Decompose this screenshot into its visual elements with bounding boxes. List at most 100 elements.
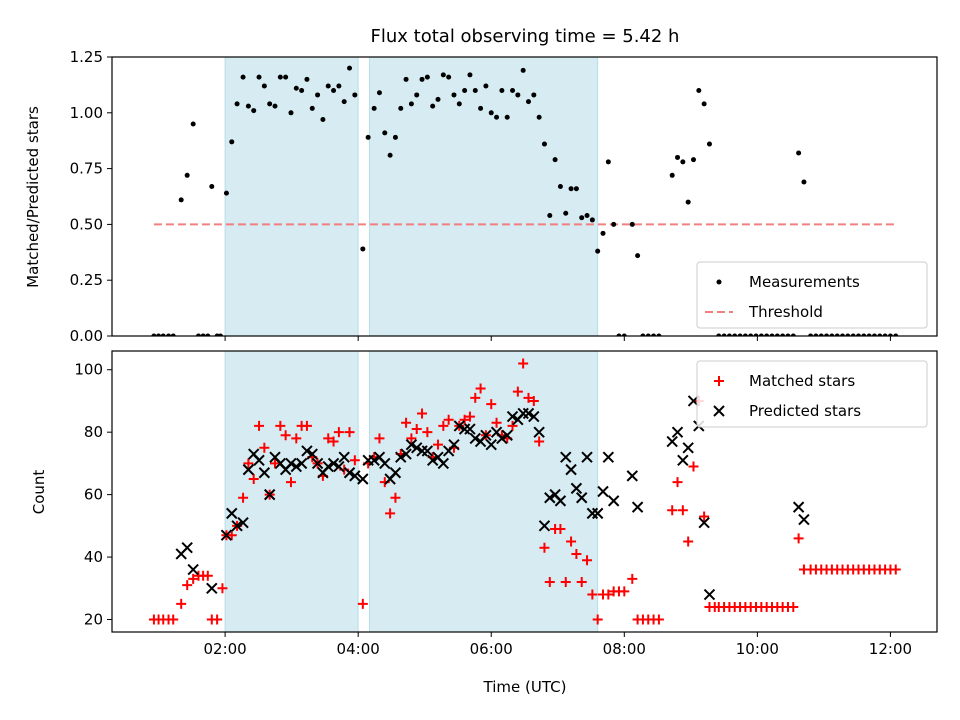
data-point xyxy=(245,103,251,109)
data-point xyxy=(365,134,371,140)
data-point xyxy=(311,457,324,470)
data-point xyxy=(433,439,444,450)
legend-marker xyxy=(713,405,725,417)
data-point xyxy=(796,150,802,156)
data-point xyxy=(223,190,229,196)
data-point xyxy=(566,536,577,547)
data-point xyxy=(680,159,686,165)
data-point xyxy=(456,101,462,107)
data-point xyxy=(374,433,385,444)
data-point xyxy=(793,533,804,544)
data-point xyxy=(202,570,213,581)
data-point xyxy=(243,458,254,469)
observing-interval-2 xyxy=(368,57,599,336)
data-point xyxy=(464,411,475,422)
data-point xyxy=(677,454,689,466)
legend-label: Threshold xyxy=(748,303,823,321)
x-tick-label: 08:00 xyxy=(603,640,646,658)
data-point xyxy=(635,253,641,259)
data-point xyxy=(387,152,393,158)
data-point xyxy=(579,215,585,221)
data-point xyxy=(272,103,278,109)
data-point xyxy=(352,92,358,98)
legend-box xyxy=(696,261,928,329)
data-point xyxy=(592,614,603,625)
legend-label: Predicted stars xyxy=(749,402,861,420)
y-tick-label: 1.00 xyxy=(70,104,103,122)
data-point xyxy=(237,517,249,529)
data-point xyxy=(798,513,810,526)
data-point xyxy=(834,333,840,336)
top-axes-ratio: 0.00 0.25 0.50 0.75 1.00 1.25 Measurements Thre… xyxy=(70,48,938,345)
data-point xyxy=(195,333,201,336)
data-point xyxy=(653,614,664,625)
data-point xyxy=(675,154,681,160)
data-point xyxy=(187,563,199,576)
data-point xyxy=(182,580,193,591)
data-point xyxy=(845,333,851,336)
data-point xyxy=(242,463,255,476)
data-point xyxy=(190,121,196,127)
x-tick-label: 10:00 xyxy=(736,640,779,658)
data-point xyxy=(666,435,678,448)
data-point xyxy=(576,577,587,588)
data-point xyxy=(518,358,529,369)
data-point xyxy=(491,417,502,428)
data-point xyxy=(469,432,481,445)
data-point xyxy=(576,492,588,504)
data-point xyxy=(322,460,334,473)
data-point xyxy=(701,101,707,107)
data-point xyxy=(421,445,434,457)
data-point xyxy=(512,386,523,397)
data-point xyxy=(536,114,542,120)
data-point xyxy=(168,614,179,625)
data-point xyxy=(184,172,190,178)
data-point xyxy=(788,602,799,613)
data-point xyxy=(475,383,486,394)
data-point xyxy=(440,72,446,78)
data-point xyxy=(483,83,489,89)
data-point xyxy=(301,445,313,457)
data-point xyxy=(645,333,651,336)
data-point xyxy=(328,436,339,447)
data-point xyxy=(448,438,460,451)
data-point xyxy=(616,333,622,336)
data-point xyxy=(438,420,449,431)
data-point xyxy=(385,508,396,519)
data-point xyxy=(780,333,786,336)
data-point xyxy=(748,333,754,336)
data-point xyxy=(248,474,259,485)
data-point xyxy=(253,454,265,466)
data-point xyxy=(344,427,355,438)
data-point xyxy=(470,392,481,403)
data-point xyxy=(742,333,748,336)
data-point xyxy=(424,74,430,80)
data-point xyxy=(682,442,694,454)
data-point xyxy=(371,105,377,111)
data-point xyxy=(611,221,617,227)
data-point xyxy=(293,85,299,91)
y-tick-label: 20 xyxy=(84,611,103,629)
data-point xyxy=(890,564,901,575)
data-point xyxy=(619,586,630,597)
top-ylabel: Matched/Predicted stars xyxy=(24,106,42,288)
data-point xyxy=(696,87,702,93)
data-point xyxy=(212,614,223,625)
data-point xyxy=(422,427,433,438)
y-tick-label: 0.25 xyxy=(70,271,103,289)
data-point xyxy=(587,589,598,600)
data-point xyxy=(398,105,404,111)
data-point xyxy=(627,573,638,584)
data-point xyxy=(411,424,422,435)
data-point xyxy=(405,438,418,451)
data-point xyxy=(790,333,796,336)
data-point xyxy=(291,433,302,444)
data-point xyxy=(417,408,428,419)
data-point xyxy=(555,523,566,534)
data-point xyxy=(349,470,361,482)
data-point xyxy=(376,90,382,96)
data-point xyxy=(360,246,366,252)
data-point xyxy=(338,451,350,463)
y-tick-label: 1.25 xyxy=(70,48,103,66)
data-point xyxy=(451,92,457,98)
